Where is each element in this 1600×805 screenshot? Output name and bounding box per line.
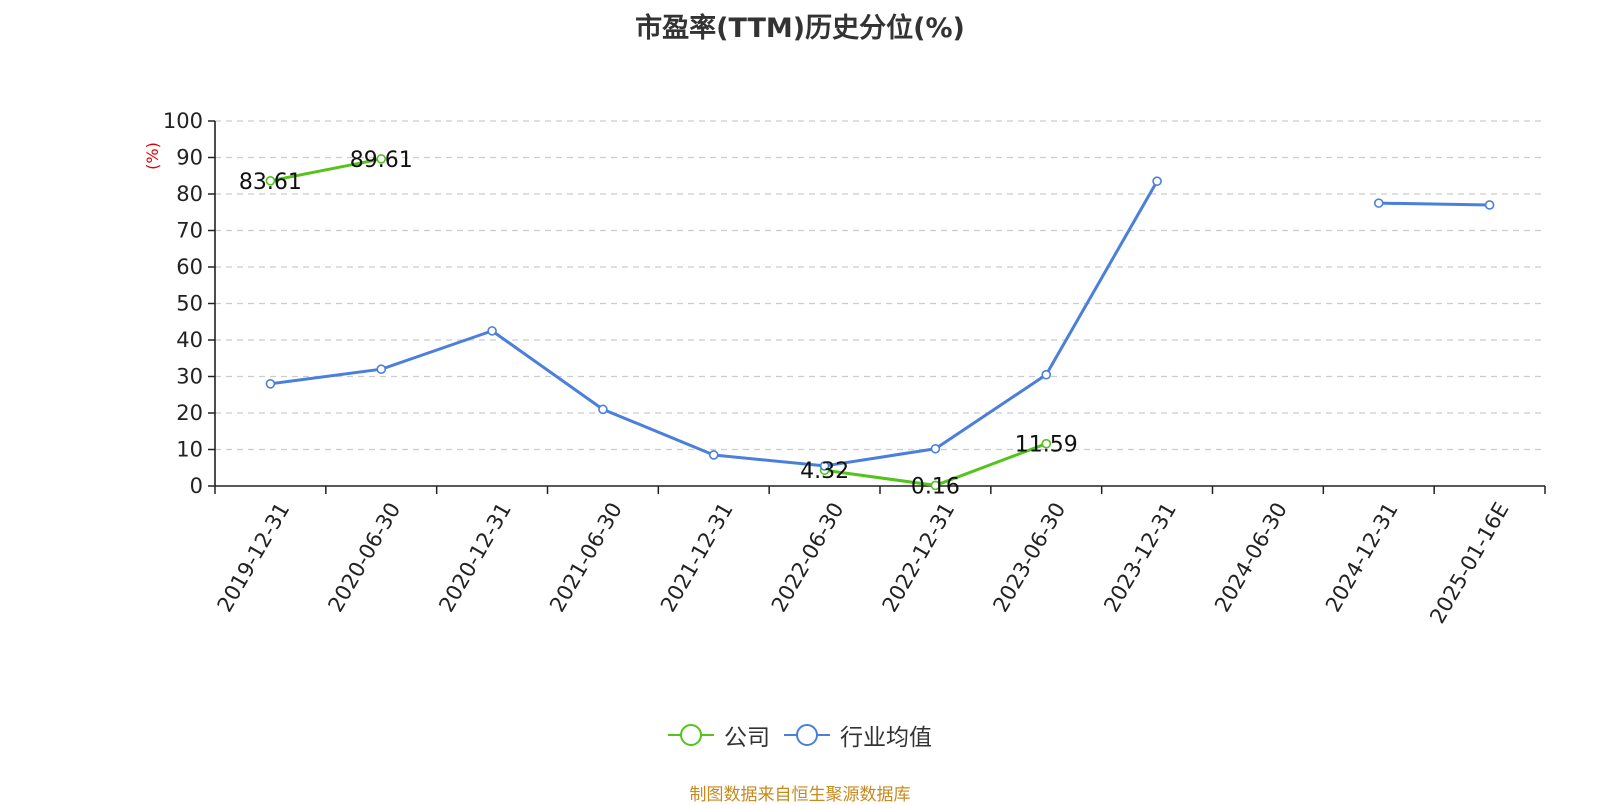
y-tick-label: 50	[176, 292, 203, 316]
grid-lines	[215, 120, 1545, 451]
data-label-company: 0.16	[911, 474, 960, 499]
data-point-company[interactable]	[930, 480, 941, 491]
data-label-company: 4.32	[800, 459, 849, 484]
x-tick-label: 2020-12-31	[434, 498, 516, 616]
y-axis-unit: (%)	[143, 142, 162, 170]
data-point-industry[interactable]	[1373, 198, 1384, 208]
y-tick-label: 70	[176, 219, 203, 243]
data-point-industry[interactable]	[1484, 200, 1495, 210]
chart-title: 市盈率(TTM)历史分位(%)	[635, 13, 965, 44]
legend: 公司 行业均值	[0, 718, 1600, 752]
series-line-industry	[1378, 201, 1490, 207]
series-lines	[270, 157, 1490, 487]
series-line-company	[270, 157, 382, 183]
series-points	[265, 154, 1495, 491]
x-tick-label: 2019-12-31	[213, 498, 295, 616]
y-tick-label: 90	[176, 146, 203, 170]
legend-marker-company	[668, 724, 714, 746]
x-tick-label: 2024-12-31	[1321, 498, 1403, 616]
y-tick-label: 40	[176, 328, 203, 352]
x-tick-label: 2021-12-31	[656, 498, 738, 616]
y-tick-label: 10	[176, 438, 203, 462]
legend-marker-industry	[784, 724, 830, 746]
x-tick-label: 2020-06-30	[323, 498, 405, 616]
data-labels: 83.61 89.61 4.32 0.16 11.59	[239, 148, 1078, 499]
y-tick-label: 100	[163, 109, 203, 133]
data-label-company: 11.59	[1015, 433, 1078, 458]
chart-canvas: 0 10 20 30 40 50 60 70 80 90 100 2019-12-31 2020-06…	[143, 109, 1546, 628]
y-tick-label: 20	[176, 401, 203, 425]
source-note: 制图数据来自恒生聚源数据库	[689, 785, 911, 805]
x-tick-label: 2021-06-30	[545, 498, 627, 616]
data-label-company: 89.61	[350, 148, 413, 173]
data-point-industry[interactable]	[819, 461, 830, 471]
data-point-industry[interactable]	[598, 404, 608, 415]
x-tick-label: 2023-06-30	[988, 498, 1070, 616]
data-point-industry[interactable]	[487, 326, 497, 336]
data-point-industry[interactable]	[708, 450, 719, 460]
data-point-industry[interactable]	[1041, 369, 1052, 380]
data-point-company[interactable]	[265, 176, 276, 186]
x-tick-label: 2022-06-30	[767, 498, 849, 616]
y-tick-label: 30	[176, 365, 203, 389]
series-line-industry	[270, 180, 1159, 468]
legend-label-industry: 行业均值	[840, 725, 932, 751]
y-tick-label: 60	[176, 255, 203, 279]
x-tick-label: 2025-01-16E	[1425, 498, 1513, 627]
y-axis-ticks: 0 10 20 30 40 50 60 70 80 90 100	[163, 109, 215, 498]
x-tick-label: 2023-12-31	[1099, 498, 1181, 616]
data-point-company[interactable]	[376, 154, 387, 164]
data-point-industry[interactable]	[930, 443, 941, 454]
data-point-industry[interactable]	[376, 364, 387, 375]
y-tick-label: 0	[190, 474, 203, 498]
legend-item-company[interactable]: 公司	[668, 718, 770, 752]
data-point-industry[interactable]	[265, 378, 276, 389]
x-tick-label: 2022-12-31	[878, 498, 960, 616]
legend-label-company: 公司	[724, 725, 770, 751]
legend-item-industry[interactable]: 行业均值	[784, 718, 932, 752]
x-tick-label: 2024-06-30	[1210, 498, 1292, 616]
y-tick-label: 80	[176, 182, 203, 206]
x-axis-ticks: 2019-12-31 2020-06-30 2020-12-31 2021-06-30…	[213, 486, 1546, 628]
data-point-company[interactable]	[1041, 438, 1052, 449]
data-point-industry[interactable]	[1152, 176, 1162, 187]
data-label-company: 83.61	[239, 170, 302, 195]
